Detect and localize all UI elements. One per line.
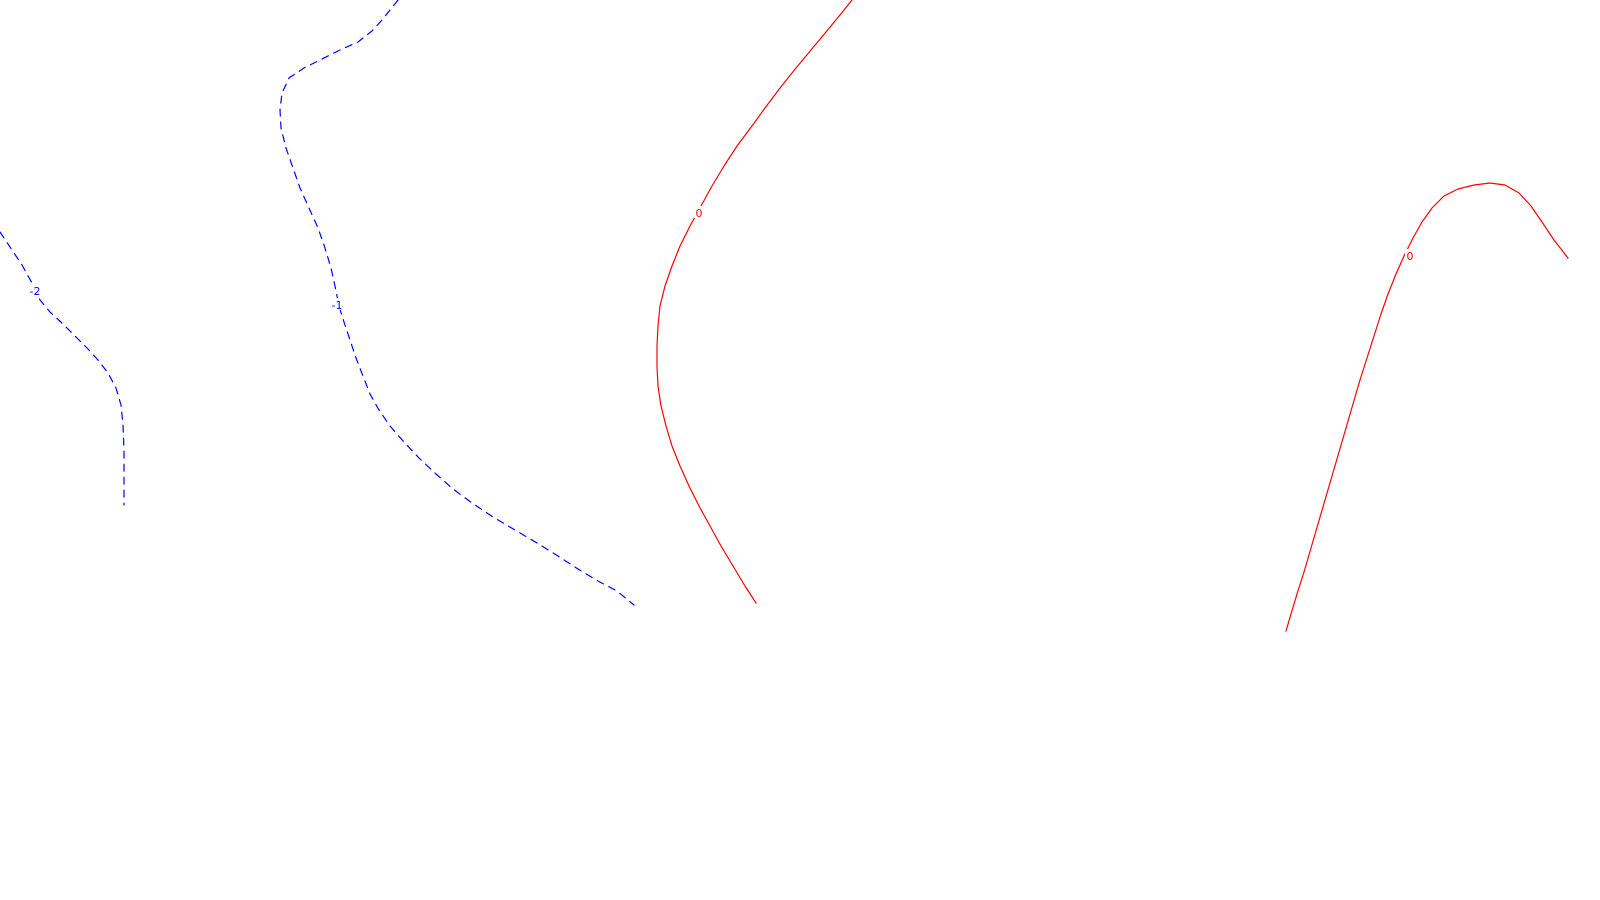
contour-label-0: -2	[30, 285, 41, 298]
contour-label-gap-0	[30, 284, 40, 296]
contour-label-gap-1	[332, 298, 342, 310]
contour-label-gap-3	[1405, 249, 1415, 261]
contour-line-level-2	[656, 0, 853, 604]
contour-label-3: 0	[1407, 250, 1414, 263]
contour-label-1: -1	[332, 299, 343, 312]
contour-line-level-0	[0, 231, 125, 506]
contour-label-2: 0	[696, 207, 703, 220]
contour-line-level-3	[1285, 182, 1569, 632]
contour-line-level-1	[279, 0, 635, 606]
contour-label-gap-2	[694, 206, 704, 218]
